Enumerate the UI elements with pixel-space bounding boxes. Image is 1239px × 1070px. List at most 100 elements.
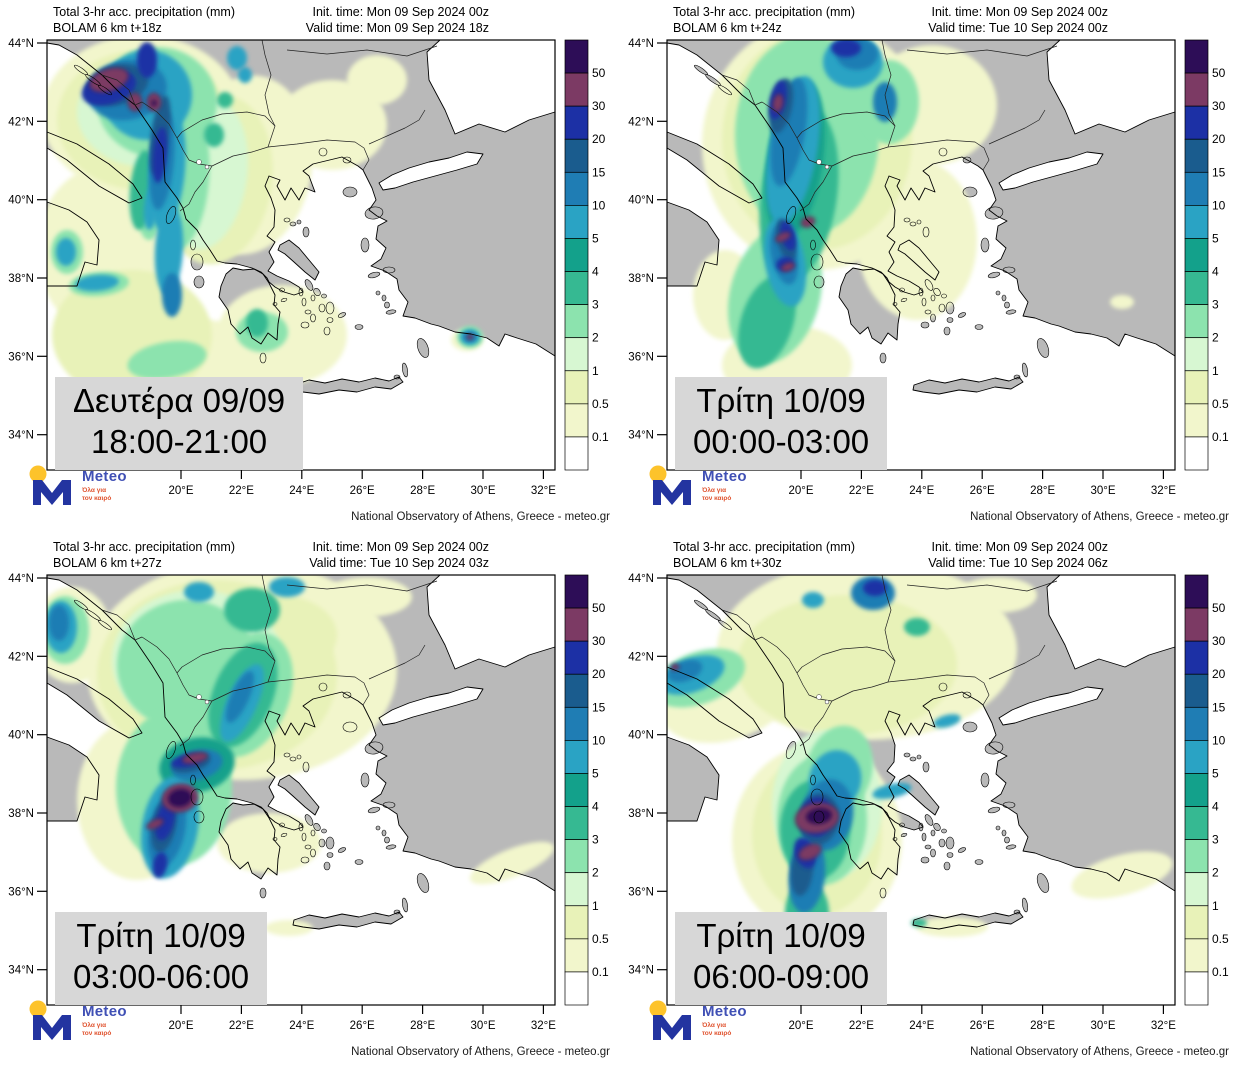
svg-text:15: 15 (592, 165, 606, 179)
svg-text:28°E: 28°E (1030, 485, 1055, 497)
svg-text:34°N: 34°N (8, 430, 34, 442)
svg-text:28°E: 28°E (1030, 1020, 1055, 1032)
svg-text:26°E: 26°E (970, 485, 995, 497)
svg-text:26°E: 26°E (350, 485, 375, 497)
svg-text:5: 5 (592, 766, 599, 780)
svg-text:40°N: 40°N (628, 195, 654, 207)
panel-times: Init. time: Mon 09 Sep 2024 00z Valid ti… (928, 540, 1108, 571)
meteo-logo-tagline-2: τον καιρό (82, 494, 112, 502)
valid-time: Valid time: Tue 10 Sep 2024 03z (309, 555, 489, 570)
panel-title: Total 3-hr acc. precipitation (mm) BOLAM… (673, 5, 855, 36)
valid-period-label: Τρίτη 10/09 03:00-06:00 (55, 912, 268, 1005)
panel-title-line2: BOLAM 6 km t+18z (53, 20, 162, 35)
svg-text:34°N: 34°N (8, 965, 34, 977)
svg-text:50: 50 (1212, 601, 1226, 615)
meteo-logo-name: Meteo (702, 1003, 747, 1020)
svg-text:2: 2 (592, 331, 599, 345)
meteo-logo-name: Meteo (82, 468, 127, 485)
meteo-logo: Meteo Όλα για τον καιρό (649, 1000, 747, 1042)
meteo-logo-tagline-2: τον καιρό (702, 1029, 732, 1037)
svg-text:4: 4 (1212, 265, 1219, 279)
valid-period-label: Τρίτη 10/09 00:00-03:00 (675, 377, 888, 470)
credit-text: National Observatory of Athens, Greece -… (351, 1046, 610, 1058)
svg-text:2: 2 (1212, 866, 1219, 880)
meteo-logo: Meteo Όλα για τον καιρό (29, 1000, 127, 1042)
svg-text:20: 20 (1212, 132, 1226, 146)
color-scale-bar: 50 30 20 15 10 5 4 3 2 1 0.5 0.1 (1184, 574, 1229, 1006)
svg-text:4: 4 (592, 800, 599, 814)
svg-text:2: 2 (1212, 331, 1219, 345)
svg-text:20: 20 (592, 667, 606, 681)
valid-period-label: Τρίτη 10/09 06:00-09:00 (675, 912, 888, 1005)
meteo-logo-tagline-1: Όλα για (82, 487, 107, 494)
svg-text:30: 30 (592, 634, 606, 648)
svg-text:20°E: 20°E (788, 1020, 813, 1032)
svg-text:0.1: 0.1 (1212, 965, 1229, 979)
svg-text:38°N: 38°N (8, 273, 34, 285)
svg-text:20°E: 20°E (168, 1020, 193, 1032)
precipitation-layer (667, 575, 1173, 945)
panel-title: Total 3-hr acc. precipitation (mm) BOLAM… (53, 540, 235, 571)
svg-text:36°N: 36°N (8, 886, 34, 898)
precipitation-map: 44°N 42°N 40°N 38°N 36°N 34°N 20°E 22°E 24°E 26°E… (628, 38, 1229, 497)
svg-text:32°E: 32°E (1151, 485, 1176, 497)
meteo-logo-icon (29, 1000, 71, 1040)
svg-text:24°E: 24°E (289, 1020, 314, 1032)
panel-title-line1: Total 3-hr acc. precipitation (mm) (53, 540, 236, 554)
svg-text:15: 15 (1212, 700, 1226, 714)
svg-text:44°N: 44°N (628, 38, 654, 50)
meteo-logo-icon (649, 465, 691, 505)
meteo-logo-tagline-1: Όλα για (702, 487, 727, 494)
map-axes: 44°N 42°N 40°N 38°N 36°N 34°N 20°E 22°E 24°E 26°E… (8, 573, 556, 1032)
svg-text:5: 5 (1212, 231, 1219, 245)
svg-text:0.1: 0.1 (592, 430, 609, 444)
panel-title: Total 3-hr acc. precipitation (mm) BOLAM… (673, 540, 855, 571)
svg-text:20°E: 20°E (168, 485, 193, 497)
svg-text:3: 3 (592, 833, 599, 847)
valid-period-hours: 00:00-03:00 (693, 423, 870, 460)
svg-text:44°N: 44°N (8, 38, 34, 50)
svg-text:15: 15 (1212, 165, 1226, 179)
svg-text:4: 4 (592, 265, 599, 279)
init-time: Init. time: Mon 09 Sep 2024 00z (312, 540, 490, 554)
svg-text:30°E: 30°E (470, 1020, 495, 1032)
panel-title-line2: BOLAM 6 km t+27z (53, 555, 162, 570)
svg-text:26°E: 26°E (970, 1020, 995, 1032)
svg-text:42°N: 42°N (8, 116, 34, 128)
svg-text:10: 10 (1212, 733, 1226, 747)
meteo-logo-tagline-1: Όλα για (702, 1022, 727, 1029)
svg-text:30°E: 30°E (1090, 485, 1115, 497)
panel-times: Init. time: Mon 09 Sep 2024 00z Valid ti… (928, 5, 1108, 36)
svg-text:50: 50 (592, 601, 606, 615)
valid-period-hours: 03:00-06:00 (73, 958, 250, 995)
valid-period-hours: 06:00-09:00 (693, 958, 870, 995)
map-axes: 44°N 42°N 40°N 38°N 36°N 34°N 20°E 22°E 24°E 26°E… (8, 38, 556, 497)
panel-title-line1: Total 3-hr acc. precipitation (mm) (53, 5, 236, 19)
precipitation-layer (47, 575, 555, 936)
meteo-logo-name: Meteo (82, 1003, 127, 1020)
map-axes: 44°N 42°N 40°N 38°N 36°N 34°N 20°E 22°E 24°E 26°E… (628, 573, 1176, 1032)
svg-text:24°E: 24°E (909, 485, 934, 497)
meteo-logo-tagline-2: τον καιρό (82, 1029, 112, 1037)
color-scale-bar: 50 30 20 15 10 5 4 3 2 1 0.5 0.1 (564, 39, 609, 471)
svg-text:3: 3 (1212, 298, 1219, 312)
svg-text:22°E: 22°E (229, 1020, 254, 1032)
svg-text:40°N: 40°N (628, 730, 654, 742)
svg-text:26°E: 26°E (350, 1020, 375, 1032)
svg-text:38°N: 38°N (628, 273, 654, 285)
svg-text:2: 2 (592, 866, 599, 880)
svg-text:5: 5 (1212, 766, 1219, 780)
valid-period-hours: 18:00-21:00 (91, 423, 268, 460)
svg-text:10: 10 (592, 198, 606, 212)
svg-text:24°E: 24°E (289, 485, 314, 497)
svg-text:30°E: 30°E (1090, 1020, 1115, 1032)
meteo-logo: Meteo Όλα για τον καιρό (649, 465, 747, 507)
panel-times: Init. time: Mon 09 Sep 2024 00z Valid ti… (309, 540, 489, 571)
meteo-logo-icon (649, 1000, 691, 1040)
svg-text:30: 30 (1212, 634, 1226, 648)
svg-text:44°N: 44°N (628, 573, 654, 585)
meteo-logo: Meteo Όλα για τον καιρό (29, 465, 127, 507)
panel-times: Init. time: Mon 09 Sep 2024 00z Valid ti… (306, 5, 489, 36)
precipitation-map: 44°N 42°N 40°N 38°N 36°N 34°N 20°E 22°E 24°E 26°E… (8, 573, 609, 1032)
